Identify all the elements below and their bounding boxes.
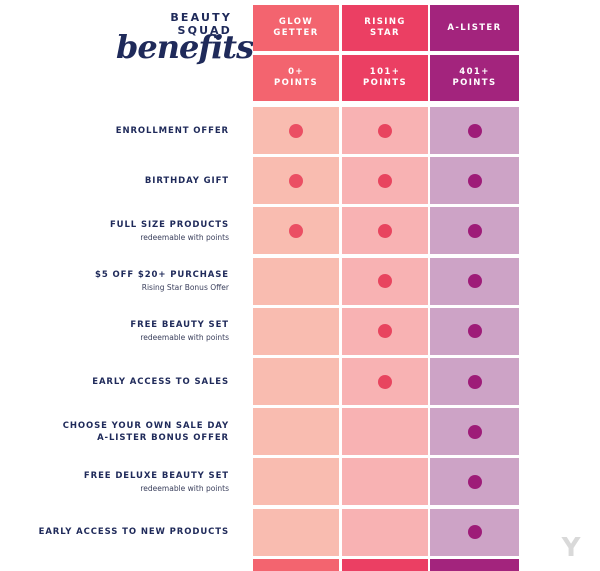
benefit-subtitle: redeemable with points: [140, 232, 229, 242]
benefit-cell: [253, 408, 339, 456]
benefit-name: FULL SIZE PRODUCTS: [109, 219, 229, 230]
benefit-subtitle: Rising Star Bonus Offer: [141, 283, 229, 293]
included-dot-icon: [378, 123, 392, 138]
benefit-cell: [253, 307, 339, 355]
benefit-cell: [342, 458, 428, 506]
included-dot-icon: [378, 173, 392, 188]
included-dot-icon: [378, 274, 392, 289]
footer-strip: [253, 558, 339, 571]
tier-points-header: 401+ POINTS: [430, 55, 519, 101]
benefit-subtitle: redeemable with points: [140, 483, 229, 493]
included-dot-icon: [289, 223, 303, 238]
benefit-row-label: FULL SIZE PRODUCTS redeemable with points: [9, 207, 229, 254]
benefit-cell: [342, 157, 428, 205]
included-dot-icon: [467, 274, 482, 289]
included-dot-icon: [289, 173, 303, 188]
benefit-row-label: $5 OFF $20+ PURCHASE Rising Star Bonus Of…: [9, 258, 229, 305]
benefit-cell: [430, 307, 519, 355]
benefit-row-label: EARLY ACCESS TO SALES: [9, 358, 229, 405]
included-dot-icon: [467, 474, 482, 489]
included-dot-icon: [467, 123, 482, 138]
benefit-cell: [342, 307, 428, 355]
included-dot-icon: [467, 223, 482, 238]
footer-strip: [430, 558, 519, 571]
benefit-cell: [253, 508, 339, 556]
included-dot-icon: [467, 525, 482, 540]
included-dot-icon: [467, 173, 482, 188]
benefit-row-label: BIRTHDAY GIFT: [9, 157, 229, 204]
benefit-row-label: FREE BEAUTY SET redeemable with points: [9, 308, 229, 355]
benefit-cell: [253, 207, 339, 255]
included-dot-icon: [467, 424, 482, 439]
benefit-cell: [253, 107, 339, 154]
benefit-name: EARLY ACCESS TO SALES: [92, 376, 229, 387]
benefit-cell: [253, 358, 339, 405]
benefit-row-label: ENROLLMENT OFFER: [9, 107, 229, 154]
watermark-logo: Y: [561, 533, 581, 563]
tier-name-header: A-LISTER: [430, 5, 519, 51]
benefit-cell: [253, 458, 339, 506]
benefit-cell: [430, 157, 519, 205]
benefit-row-label: EARLY ACCESS TO NEW PRODUCTS: [9, 509, 229, 556]
benefit-name: FREE BEAUTY SET: [130, 320, 229, 331]
benefit-cell: [342, 408, 428, 456]
benefit-cell: [430, 508, 519, 556]
included-dot-icon: [378, 324, 392, 339]
brand-title-script: benefits: [116, 28, 254, 66]
benefit-cell: [342, 207, 428, 255]
benefit-cell: [342, 358, 428, 405]
tier-name-header: RISING STAR: [342, 5, 428, 51]
benefit-cell: [253, 157, 339, 205]
benefit-cell: [430, 358, 519, 405]
benefit-cell: [430, 257, 519, 305]
tier-name-header: GLOW GETTER: [253, 5, 339, 51]
benefit-cell: [430, 458, 519, 506]
benefit-name: EARLY ACCESS TO NEW PRODUCTS: [38, 527, 229, 538]
benefit-cell: [342, 107, 428, 154]
tier-points-header: 0+ POINTS: [253, 55, 339, 101]
benefit-name: CHOOSE YOUR OWN SALE DAY A-LISTER BONUS …: [62, 420, 229, 443]
benefit-row-label: CHOOSE YOUR OWN SALE DAY A-LISTER BONUS …: [9, 408, 229, 455]
benefit-name: FREE DELUXE BEAUTY SET: [83, 470, 229, 481]
benefit-subtitle: redeemable with points: [140, 333, 229, 343]
tier-points-header: 101+ POINTS: [342, 55, 428, 101]
included-dot-icon: [289, 123, 303, 138]
included-dot-icon: [467, 324, 482, 339]
included-dot-icon: [378, 223, 392, 238]
included-dot-icon: [378, 374, 392, 389]
benefit-cell: [342, 508, 428, 556]
benefit-row-label: FREE DELUXE BEAUTY SET redeemable with po…: [9, 458, 229, 505]
benefit-cell: [342, 257, 428, 305]
benefit-cell: [430, 107, 519, 154]
included-dot-icon: [467, 374, 482, 389]
benefit-cell: [430, 408, 519, 456]
benefit-cell: [253, 257, 339, 305]
brand-title-top: BEAUTY SQUAD: [170, 11, 232, 37]
benefit-cell: [430, 207, 519, 255]
footer-strip: [342, 558, 428, 571]
benefit-name: ENROLLMENT OFFER: [115, 125, 229, 136]
benefit-name: $5 OFF $20+ PURCHASE: [95, 270, 229, 281]
benefit-name: BIRTHDAY GIFT: [144, 175, 229, 186]
